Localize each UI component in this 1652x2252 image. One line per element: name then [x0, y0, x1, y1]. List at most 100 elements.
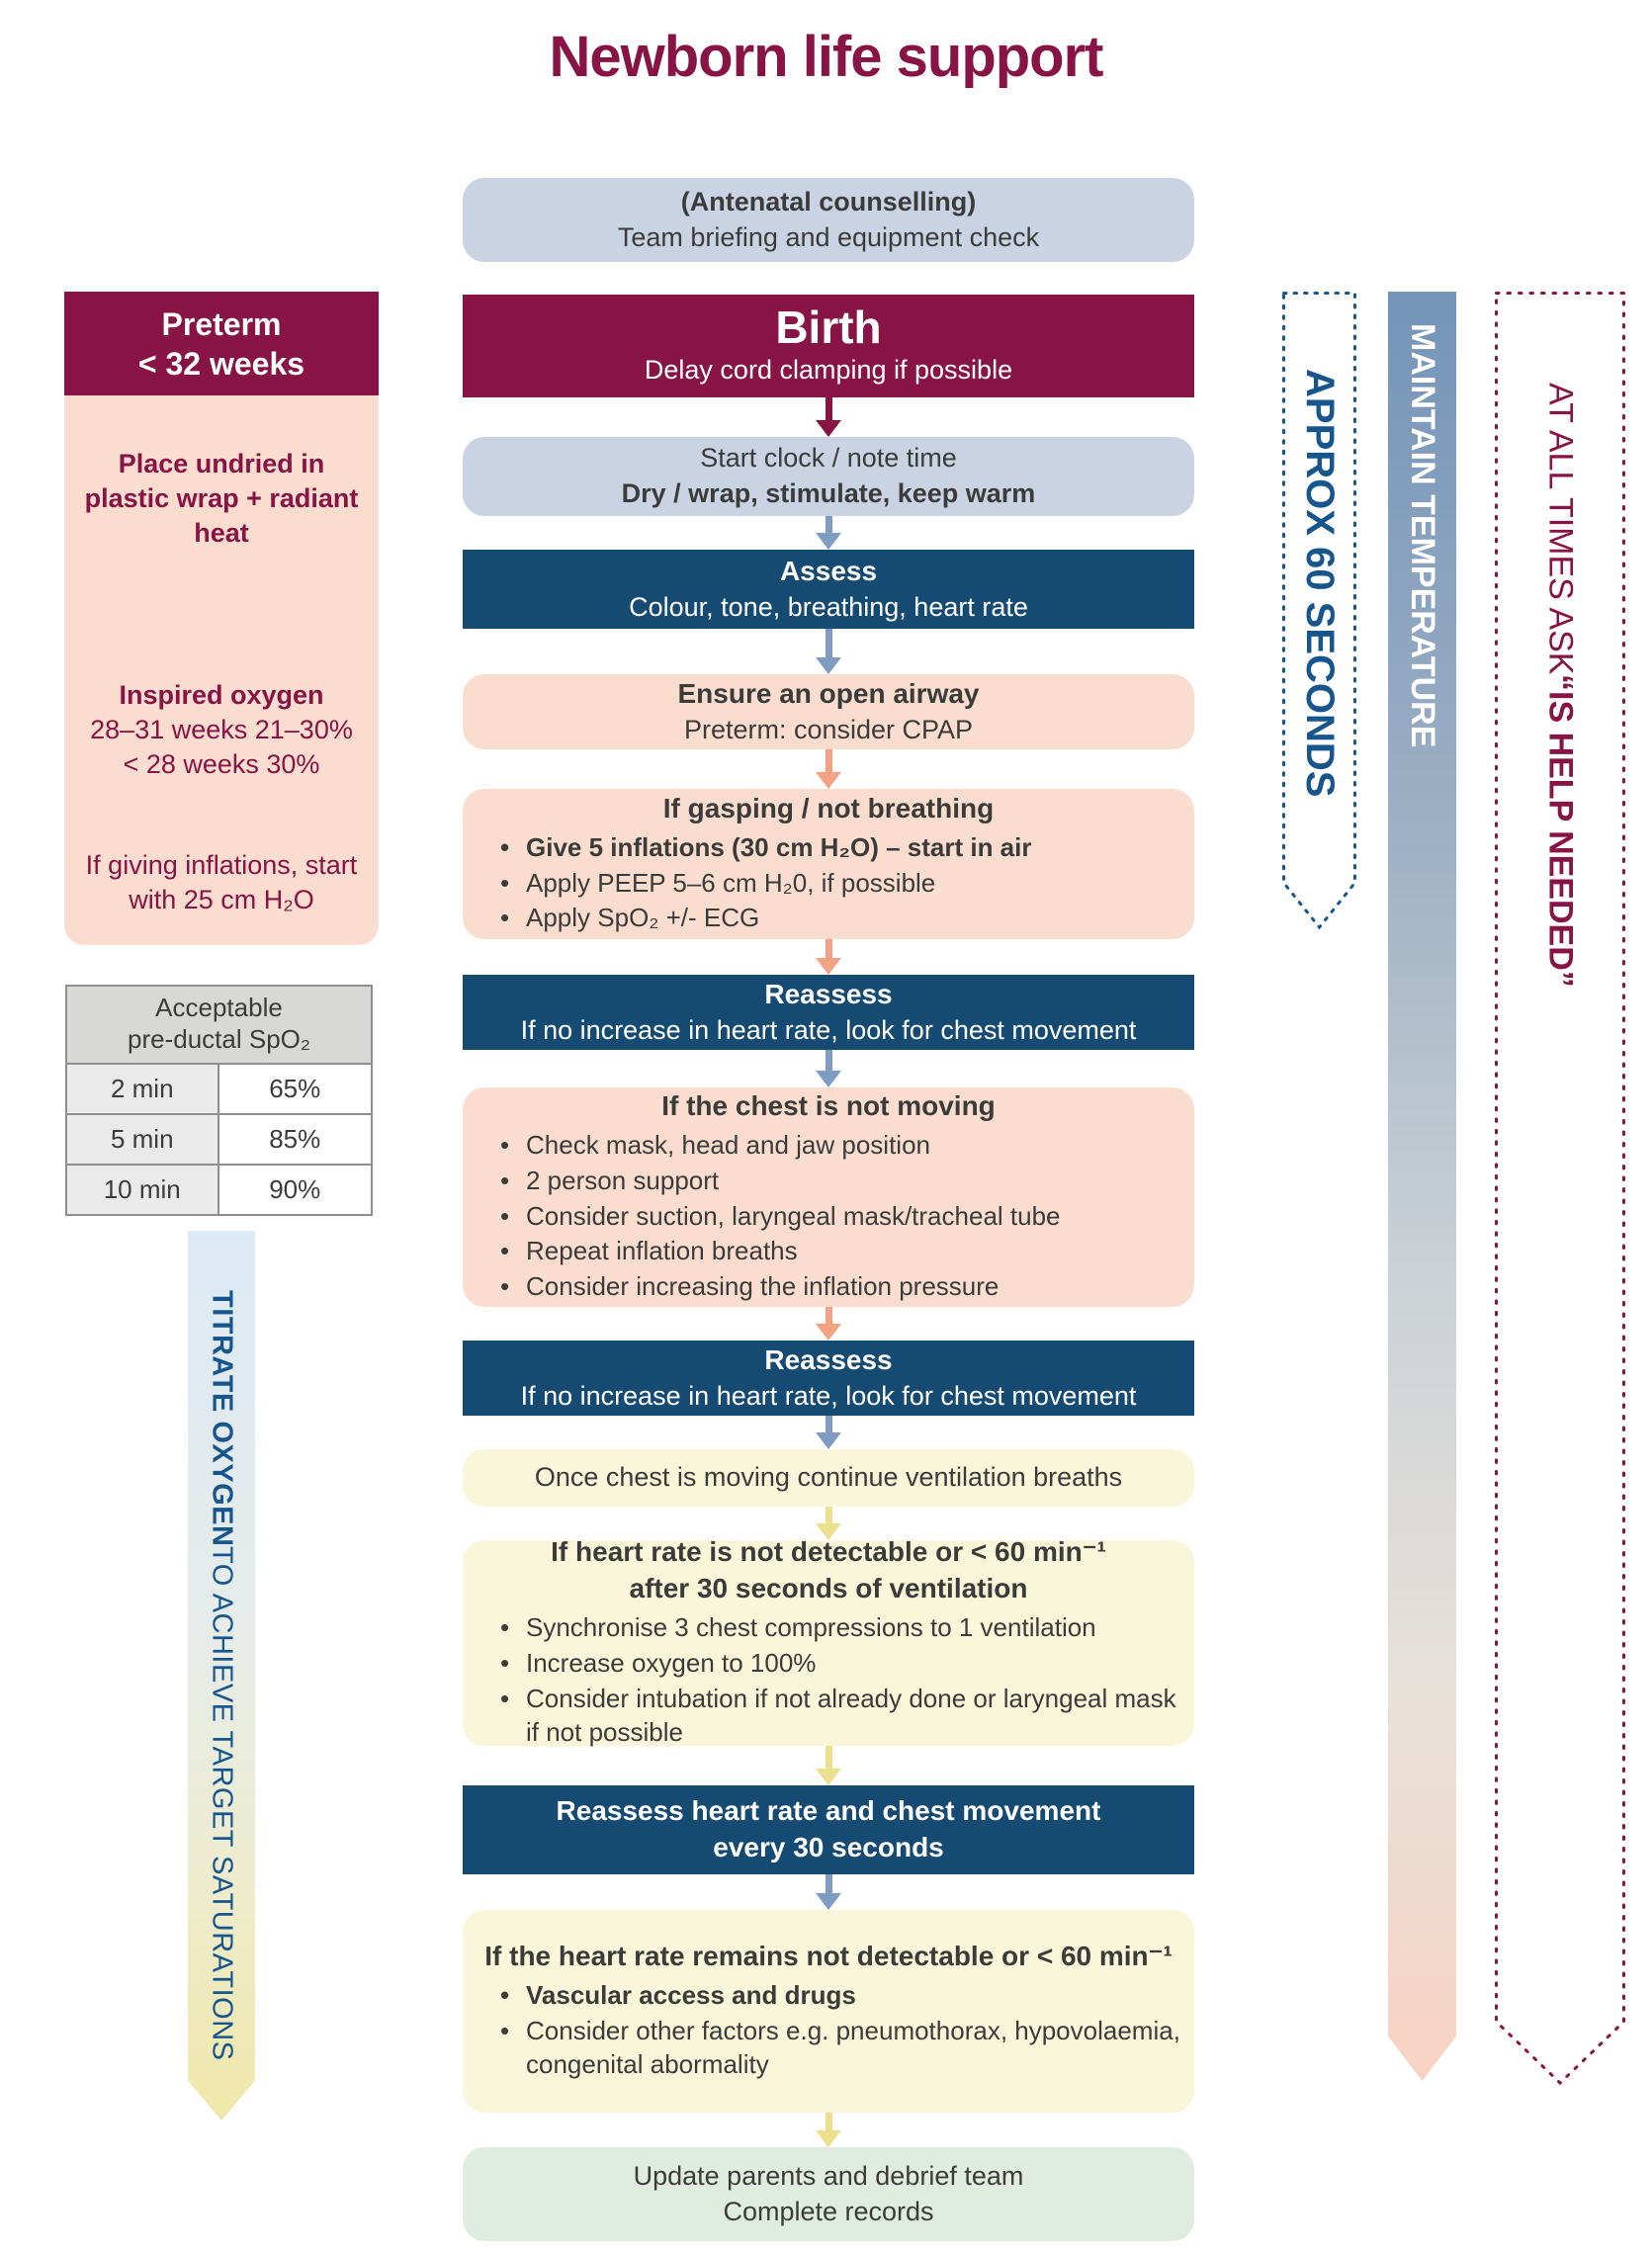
box-text: Start clock / note time — [700, 443, 957, 474]
box-text: Update parents and debrief team — [633, 2160, 1024, 2191]
flow-box-reassess-1: Reassess If no increase in heart rate, l… — [463, 975, 1194, 1050]
dotted-arrow-outline — [1495, 292, 1625, 2086]
box-title: If the heart rate remains not detectable… — [484, 1941, 1173, 1972]
box-text: Delay cord clamping if possible — [644, 355, 1013, 386]
preterm-panel-body: Place undried in plastic wrap + radiant … — [64, 395, 379, 945]
bullet-item: • Vascular access and drugs — [492, 1979, 1182, 2013]
down-arrow-4 — [816, 749, 841, 789]
box-title: Reassess — [764, 978, 893, 1009]
dotted-arrow-outline — [1282, 292, 1356, 929]
box-title: (Antenatal counselling) — [680, 186, 977, 217]
maintain-temperature-label: MAINTAIN TEMPERATURE — [1404, 323, 1441, 748]
preterm-panel-header: Preterm < 32 weeks — [64, 292, 379, 395]
flow-box-hr-remains: If the heart rate remains not detectable… — [463, 1910, 1194, 2113]
bullet-icon: • — [500, 1129, 510, 1160]
down-arrow-5 — [816, 939, 841, 975]
bullet-icon: • — [500, 831, 510, 862]
oxygen-line2: < 28 weeks 30% — [123, 749, 320, 780]
at-all-times-ask-label: AT ALL TIMES ASK “IS HELP NEEDED” — [1541, 383, 1580, 989]
box-text: Once chest is moving continue ventilatio… — [534, 1462, 1123, 1493]
box-text: Colour, tone, breathing, heart rate — [629, 591, 1028, 622]
flow-box-antenatal: (Antenatal counselling) Team briefing an… — [463, 178, 1194, 262]
bullet-icon: • — [500, 903, 510, 933]
spo2-table: Acceptable pre-ductal SpO₂ 2 min 65% 5 m… — [65, 985, 373, 1217]
bullet-item: • Apply PEEP 5–6 cm H₂0, if possible — [492, 867, 1182, 901]
down-arrow-11 — [816, 1874, 841, 1910]
down-arrow-3 — [816, 629, 841, 674]
bullet-item: • Give 5 inflations (30 cm H₂O) – start i… — [492, 831, 1182, 865]
bullet-item: • Consider increasing the inflation press… — [492, 1270, 1182, 1304]
approx-60-seconds-label: APPROX 60 SECONDS — [1298, 369, 1342, 798]
box-title: Assess — [779, 555, 878, 586]
box-title-line2: after 30 seconds of ventilation — [629, 1573, 1028, 1604]
box-text-line2: Complete records — [723, 2196, 934, 2226]
box-text: Team briefing and equipment check — [617, 221, 1040, 252]
bullet-icon: • — [500, 2016, 510, 2046]
box-title: Birth — [775, 302, 882, 354]
down-arrow-2 — [816, 516, 841, 550]
flow-box-reassess-30s: Reassess heart rate and chest movement e… — [463, 1785, 1194, 1874]
box-title: If heart rate is not detectable or < 60 … — [551, 1536, 1106, 1568]
bullet-list: • Check mask, head and jaw position • 2 pe… — [463, 1125, 1194, 1306]
box-title-line2: every 30 seconds — [713, 1832, 944, 1862]
flow-box-reassess-2: Reassess If no increase in heart rate, l… — [463, 1341, 1194, 1416]
flow-box-birth: Birth Delay cord clamping if possible — [463, 295, 1194, 397]
down-arrow-7 — [816, 1307, 841, 1341]
down-arrow-6 — [816, 1050, 841, 1087]
bullet-icon: • — [500, 1200, 510, 1231]
flow-box-chest-moving: Once chest is moving continue ventilatio… — [463, 1449, 1194, 1507]
maintain-temperature-arrow: MAINTAIN TEMPERATURE — [1388, 292, 1456, 2081]
box-text: Preterm: consider CPAP — [683, 714, 974, 744]
flow-box-hr-below-60: If heart rate is not detectable or < 60 … — [463, 1536, 1194, 1747]
preterm-subtitle: < 32 weeks — [137, 345, 305, 382]
down-arrow-1 — [816, 397, 841, 437]
spo2-table-header: Acceptable pre-ductal SpO₂ — [67, 987, 371, 1066]
at-all-times-ask-arrow: AT ALL TIMES ASK “IS HELP NEEDED” — [1495, 292, 1625, 2086]
flow-box-gasping: If gasping / not breathing • Give 5 infla… — [463, 789, 1194, 939]
bullet-item: • Apply SpO₂ +/- ECG — [492, 902, 1182, 935]
approx-60-seconds-arrow: APPROX 60 SECONDS — [1282, 292, 1356, 929]
bullet-list: • Synchronise 3 chest compressions to 1 v… — [463, 1607, 1194, 1751]
preterm-title: Preterm — [161, 305, 282, 342]
oxygen-line1: 28–31 weeks 21–30% — [90, 715, 353, 745]
bullet-icon: • — [500, 1612, 510, 1643]
preterm-note-wrap: Place undried in plastic wrap + radiant … — [84, 449, 359, 549]
bullet-icon: • — [500, 867, 510, 898]
bullet-item: • Increase oxygen to 100% — [492, 1647, 1182, 1681]
flow-box-start-clock: Start clock / note time Dry / wrap, stim… — [463, 437, 1194, 516]
down-arrow-9 — [816, 1507, 841, 1540]
flow-box-open-airway: Ensure an open airway Preterm: consider … — [463, 674, 1194, 749]
table-row: 2 min 65% — [67, 1065, 371, 1116]
box-text: If no increase in heart rate, look for c… — [520, 1380, 1137, 1411]
down-arrow-8 — [816, 1416, 841, 1449]
table-row: 5 min 85% — [67, 1115, 371, 1167]
titrate-oxygen-arrow: TITRATE OXYGEN TO ACHIEVE TARGET SATURAT… — [188, 1231, 255, 2121]
box-title: Dry / wrap, stimulate, keep warm — [621, 478, 1036, 508]
box-title: Reassess heart rate and chest movement — [556, 1795, 1101, 1827]
bullet-icon: • — [500, 1648, 510, 1679]
bullet-icon: • — [500, 1271, 510, 1302]
box-title: If the chest is not moving — [661, 1090, 996, 1122]
table-row: 10 min 90% — [67, 1166, 371, 1215]
bullet-item: • Synchronise 3 chest compressions to 1 v… — [492, 1611, 1182, 1645]
page-title: Newborn life support — [549, 25, 1104, 89]
down-arrow-12 — [816, 2113, 841, 2147]
oxygen-title: Inspired oxygen — [119, 680, 324, 710]
bullet-item: • Consider other factors e.g. pneumothora… — [492, 2015, 1182, 2082]
flow-box-update-parents: Update parents and debrief team Complete… — [463, 2147, 1194, 2241]
flow-box-chest-not-moving: If the chest is not moving • Check mask, … — [463, 1087, 1194, 1307]
down-arrow-10 — [816, 1746, 841, 1785]
box-title: Reassess — [764, 1343, 893, 1375]
box-title: If gasping / not breathing — [662, 792, 995, 823]
bullet-item: • 2 person support — [492, 1165, 1182, 1198]
preterm-note-oxygen: Inspired oxygen 28–31 weeks 21–30% < 28 … — [84, 678, 359, 782]
bullet-list: • Vascular access and drugs • Consider oth… — [463, 1975, 1194, 2083]
box-text: If no increase in heart rate, look for c… — [520, 1014, 1137, 1045]
bullet-icon: • — [500, 1165, 510, 1195]
bullet-item: • Consider intubation if not already done… — [492, 1683, 1182, 1750]
bullet-icon: • — [500, 1236, 510, 1266]
bullet-item: • Consider suction, laryngeal mask/trache… — [492, 1200, 1182, 1234]
flow-box-assess: Assess Colour, tone, breathing, heart ra… — [463, 550, 1194, 629]
titrate-oxygen-label: TITRATE OXYGEN TO ACHIEVE TARGET SATURAT… — [206, 1290, 238, 2061]
